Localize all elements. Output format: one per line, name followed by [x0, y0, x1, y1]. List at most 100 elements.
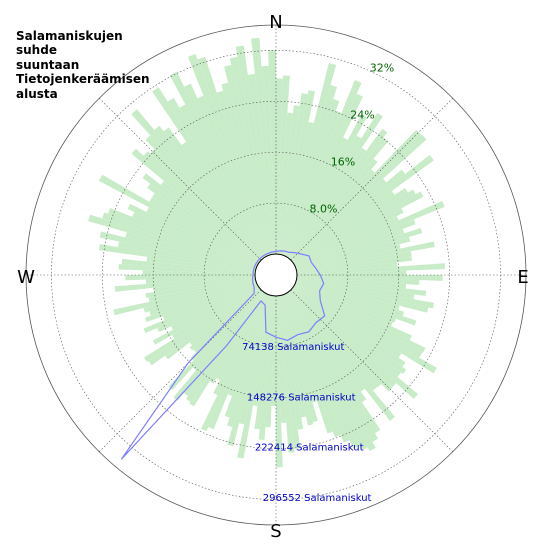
histogram-bar — [148, 278, 256, 302]
histogram-bar — [290, 290, 382, 388]
histogram-bar — [145, 275, 256, 285]
histogram-bar — [296, 277, 427, 297]
histogram-bar — [287, 291, 367, 403]
histogram-bar — [237, 295, 273, 459]
histogram-bar — [291, 178, 387, 262]
grid-ring — [203, 202, 349, 348]
histogram-bar — [88, 214, 257, 270]
histogram-bar — [296, 279, 429, 313]
histogram-bar — [296, 278, 434, 309]
histogram-bar — [189, 288, 261, 351]
histogram-bar — [292, 169, 406, 263]
count-tick-label: 222414 Salamaniskut — [255, 443, 364, 454]
histogram-bar — [221, 82, 271, 255]
histogram-bar — [147, 183, 260, 264]
histogram-bar — [98, 243, 256, 273]
histogram-bar — [213, 293, 267, 396]
histogram-bar — [279, 90, 316, 255]
histogram-bar — [276, 75, 290, 255]
histogram-bar — [152, 284, 258, 345]
histogram-bar — [279, 295, 307, 418]
histogram-bar — [265, 295, 276, 428]
center-hole — [254, 253, 298, 297]
histogram-bar — [201, 293, 268, 432]
histogram-bar — [173, 291, 264, 401]
histogram-bar — [197, 95, 269, 256]
histogram-bar — [283, 79, 362, 256]
histogram-bar — [125, 275, 256, 281]
histogram-bar — [142, 270, 256, 275]
histogram-bar — [296, 241, 435, 272]
histogram-bar — [280, 121, 314, 255]
histogram-bar — [292, 286, 406, 367]
histogram-bar — [99, 231, 256, 271]
histogram-bar — [227, 294, 271, 428]
histogram-bar — [117, 241, 256, 272]
histogram-bar — [143, 282, 257, 334]
histogram-bar — [293, 188, 408, 264]
histogram-bar — [282, 294, 333, 434]
histogram-bar — [290, 169, 375, 260]
histogram-bar — [285, 137, 348, 257]
histogram-bar — [224, 64, 272, 255]
histogram-bar — [145, 281, 257, 323]
histogram-bar — [293, 286, 402, 358]
compass-south: S — [270, 521, 281, 542]
histogram-bar — [169, 71, 267, 257]
histogram-bar — [187, 53, 269, 256]
histogram-bar — [239, 295, 272, 425]
histogram-bar — [254, 295, 274, 430]
histogram-bar — [160, 180, 260, 263]
histogram-bar — [132, 211, 257, 268]
histogram-bar — [143, 280, 256, 313]
histogram-bar — [171, 284, 258, 330]
histogram-bar — [293, 285, 437, 374]
histogram-bar — [287, 292, 381, 434]
histogram-bar — [283, 110, 342, 256]
histogram-bar — [287, 147, 367, 259]
histogram-bar — [247, 74, 274, 255]
histogram-bar — [288, 137, 389, 259]
histogram-bar — [149, 197, 259, 265]
histogram-bar — [253, 295, 274, 407]
histogram-bar — [284, 293, 360, 449]
histogram-bar — [292, 287, 407, 375]
percent-tick-label: 8.0% — [310, 203, 338, 216]
histogram-bar — [98, 174, 258, 266]
histogram-bar — [148, 286, 260, 366]
histogram-bar — [296, 277, 415, 300]
histogram-bar — [295, 227, 423, 270]
histogram-bar — [285, 114, 367, 257]
count-tick-label: 296552 Salamaniskut — [263, 493, 372, 504]
histogram-bar — [277, 295, 295, 453]
histogram-bar — [294, 284, 423, 358]
histogram-bar — [146, 207, 258, 266]
histogram-bar — [294, 208, 404, 266]
percent-tick-label: 32% — [370, 62, 394, 75]
histogram-bar — [295, 228, 405, 269]
title-line: suhde — [16, 43, 57, 57]
histogram-bar — [281, 85, 338, 256]
histogram-bar — [276, 78, 283, 255]
histogram-bar — [131, 109, 263, 260]
histogram-bar — [285, 293, 376, 452]
histogram-bar — [118, 264, 256, 275]
histogram-bar — [295, 280, 405, 317]
histogram-bar — [296, 270, 407, 275]
histogram-bar — [281, 294, 317, 403]
histogram-bar — [296, 251, 412, 273]
histogram-bar — [295, 219, 416, 268]
histogram-bar — [224, 294, 270, 418]
histogram-bar — [143, 151, 261, 261]
histogram-bar — [157, 283, 258, 333]
direction-histogram-bars — [88, 37, 446, 468]
histogram-bar — [181, 141, 265, 259]
histogram-bar — [102, 212, 257, 269]
histogram-bar — [153, 277, 256, 293]
histogram-bar — [289, 290, 377, 391]
title-line: Salamaniskujen — [16, 29, 123, 43]
histogram-bar — [295, 282, 396, 323]
percent-tick-label: 16% — [331, 156, 355, 169]
title-line: Tietojenkeräämisen — [16, 72, 150, 86]
histogram-bar — [283, 294, 341, 438]
